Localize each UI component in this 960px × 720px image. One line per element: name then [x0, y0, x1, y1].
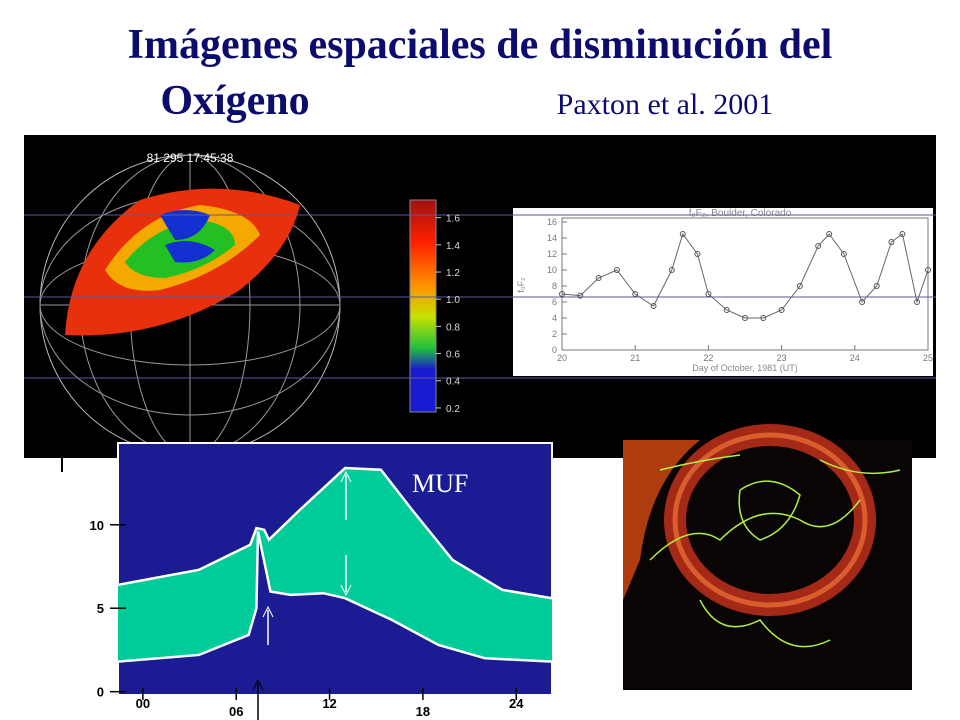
fof2-point [577, 292, 584, 299]
fof2-line [561, 232, 929, 319]
fof2-point [778, 307, 785, 313]
fof2-point [723, 307, 730, 313]
fof2-y-tick-label: 16 [547, 217, 557, 227]
fof2-point [899, 231, 906, 237]
fof2-point [595, 275, 602, 281]
muf-band [118, 468, 552, 662]
fof2-point [694, 251, 701, 257]
fof2-y-tick-label: 0 [552, 345, 557, 355]
fof2-point [826, 231, 833, 237]
muf-x-tick-label: 18 [416, 704, 430, 719]
fof2-x-tick-label: 23 [777, 353, 787, 363]
fof2-y-tick-label: 12 [547, 249, 557, 259]
muf-label: MUF [412, 469, 468, 498]
fof2-point [668, 267, 675, 273]
muf-y-tick-label: 0 [97, 685, 104, 700]
globe-timestamp: 81 295 17:45:38 [147, 151, 234, 165]
fof2-y-tick-label: 6 [552, 297, 557, 307]
muf-lower-line [117, 531, 553, 663]
fof2-x-tick-label: 21 [630, 353, 640, 363]
fof2-y-tick-label: 2 [552, 329, 557, 339]
fof2-x-tick-label: 24 [850, 353, 860, 363]
arrow-head [252, 678, 264, 691]
fof2-point [859, 299, 866, 305]
fof2-title: f₀F₂, Boulder, Colorado [689, 208, 792, 219]
fof2-point [925, 267, 931, 273]
muf-x-tick-label: 00 [136, 696, 150, 711]
fof2-point [840, 251, 847, 257]
fof2-point [679, 231, 686, 237]
fof2-x-tick-label: 25 [923, 353, 933, 363]
title-line2: Oxígeno [160, 78, 309, 124]
fof2-x-tick-label: 20 [557, 353, 567, 363]
muf-x-tick-label: 24 [509, 696, 524, 711]
muf-x-tick-label: 06 [229, 704, 243, 719]
colorbar-tick-label: 1.6 [446, 214, 460, 225]
citation: Paxton et al. 2001 [557, 88, 774, 121]
arrow-head [262, 605, 274, 618]
fof2-point [650, 303, 657, 309]
muf-x-tick-label: 12 [322, 696, 336, 711]
arrow-head [340, 470, 352, 483]
fof2-point [742, 315, 748, 321]
fof2-point [760, 315, 767, 321]
fof2-y-tick-label: 14 [547, 233, 557, 243]
fof2-point [559, 291, 565, 297]
colorbar-tick-label: 0.8 [446, 322, 460, 333]
fof2-point [613, 267, 620, 273]
colorbar-tick-label: 1.4 [446, 241, 460, 252]
fof2-point [914, 299, 921, 305]
fof2-x-tick-label: 22 [703, 353, 713, 363]
muf-upper-line [117, 466, 553, 600]
fof2-point [705, 291, 712, 297]
fof2-point [815, 243, 822, 249]
colorbar-tick-label: 1.2 [446, 268, 460, 279]
fof2-panel [513, 208, 933, 376]
fof2-point [632, 291, 639, 297]
title-line1: Imágenes espaciales de disminución del [128, 22, 833, 68]
muf-y-tick-label: 10 [90, 518, 104, 533]
colorbar [409, 199, 437, 413]
fof2-point [796, 283, 803, 289]
fof2-axes [561, 217, 929, 351]
colorbar-tick-label: 0.2 [446, 404, 460, 415]
muf-y-tick-label: 5 [97, 601, 104, 616]
fof2-point [873, 283, 880, 289]
fof2-y-tick-label: 4 [552, 313, 557, 323]
colorbar-tick-label: 0.4 [446, 377, 460, 388]
aurora-image [623, 424, 912, 690]
colorbar-tick-label: 1.0 [446, 295, 460, 306]
arrow-head [340, 584, 352, 597]
fof2-y-tick-label: 10 [547, 265, 557, 275]
fof2-point [888, 239, 895, 245]
fof2-xlabel: Day of October, 1981 (UT) [692, 363, 798, 373]
colorbar-tick-label: 0.6 [446, 350, 460, 361]
fof2-ylabel: f₀F₂ [516, 277, 526, 293]
fof2-y-tick-label: 8 [552, 281, 557, 291]
